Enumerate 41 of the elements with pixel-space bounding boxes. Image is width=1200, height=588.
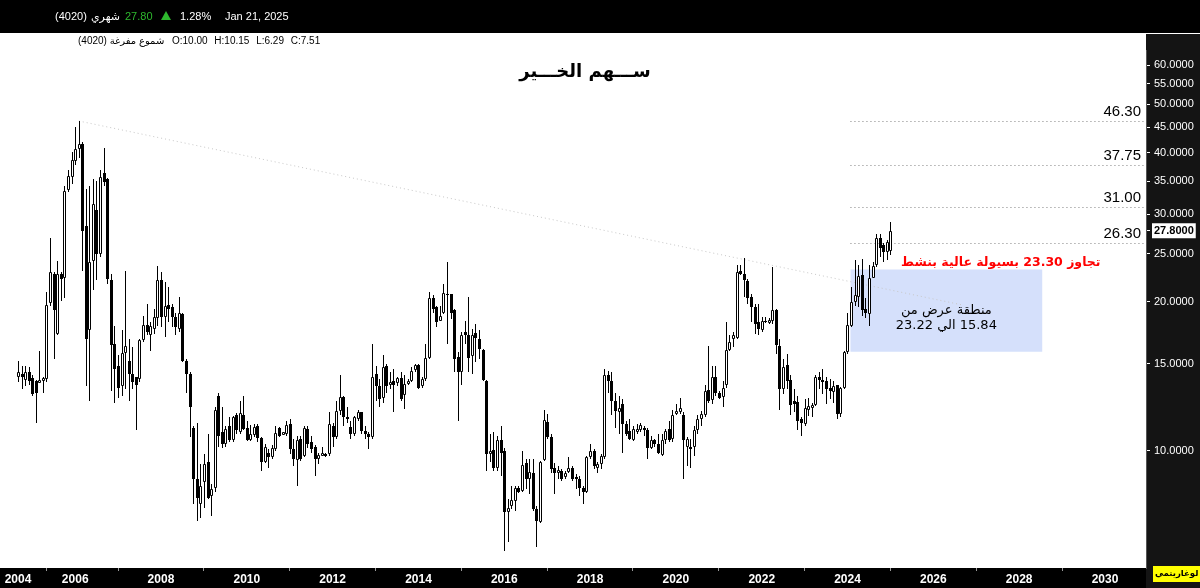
- x-tick-label: 2020: [662, 571, 690, 586]
- x-tick-label: 2006: [61, 571, 89, 586]
- x-tick-label: 2018: [576, 571, 604, 586]
- y-tick-label: 30.0000: [1154, 207, 1194, 220]
- x-tick-label: 2004: [4, 571, 32, 586]
- x-tick-label: 2028: [1005, 571, 1033, 586]
- y-tick-label: 40.0000: [1154, 145, 1194, 158]
- ref-line-label: 37.75: [1103, 145, 1141, 163]
- text: 27.80: [125, 9, 153, 23]
- y-tick-label: 55.0000: [1154, 76, 1194, 89]
- x-tick-label: 2026: [920, 571, 948, 586]
- text: 1.28%: [180, 9, 212, 23]
- toggle-button: لوغاريتمي: [1153, 566, 1200, 582]
- x-tick-label: 2012: [319, 571, 347, 586]
- x-tick-label: 2022: [748, 571, 776, 586]
- y-tick-label: 20.0000: [1154, 294, 1194, 307]
- x-tick-label: 2024: [834, 571, 862, 586]
- x-tick-label: 2008: [147, 571, 175, 586]
- text: شهري: [91, 9, 120, 23]
- x-tick-label: 2016: [490, 571, 518, 586]
- y-tick-label: 45.0000: [1154, 120, 1194, 133]
- y-tick-label: 10.0000: [1154, 443, 1194, 456]
- text: Jan 21, 2025: [225, 9, 289, 23]
- x-tick-label: 2014: [405, 571, 433, 586]
- text: O:10.00 H:10.15 L:6.29 C:7.51: [172, 35, 321, 47]
- text: (4020) شموع مفرغة: [78, 35, 165, 47]
- x-tick-label: 2010: [233, 571, 261, 586]
- y-tick-label: 35.0000: [1154, 174, 1194, 187]
- annotation: تجاوز 23.30 بسيولة عالية بنشط: [901, 253, 1101, 269]
- text: ســـهم الخـــير: [518, 59, 651, 82]
- ref-line-label: 31.00: [1103, 188, 1141, 206]
- y-tick-label: 27.8000: [1154, 223, 1194, 236]
- y-tick-label: 15.0000: [1154, 356, 1194, 369]
- y-tick-label: 50.0000: [1154, 97, 1194, 110]
- x-tick-label: 2030: [1091, 571, 1119, 586]
- band-label: منطقة عرض من 15.84 الي 23.22: [895, 301, 997, 332]
- y-tick-label: 60.0000: [1154, 58, 1194, 71]
- ref-line-label: 26.30: [1103, 223, 1141, 241]
- text: (4020): [55, 9, 87, 23]
- ref-line-label: 46.30: [1103, 102, 1141, 119]
- y-tick-label: 25.0000: [1154, 246, 1194, 259]
